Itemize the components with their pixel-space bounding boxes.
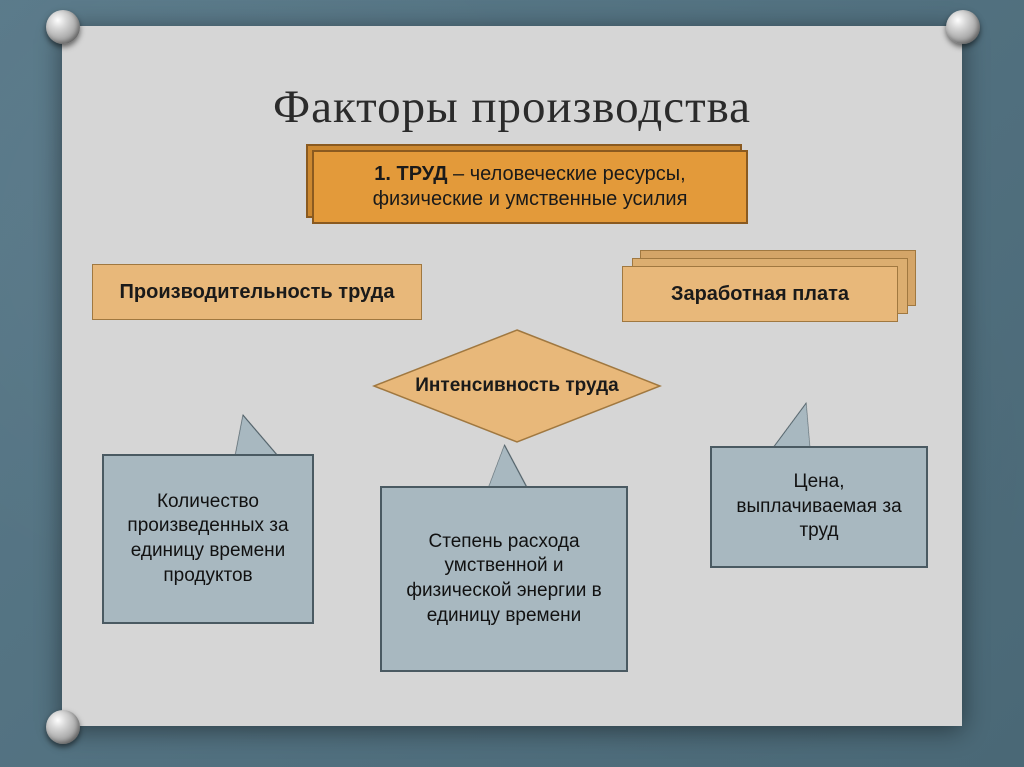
callout-degree-text: Степень расхода умственной и физической … — [396, 530, 612, 629]
callout-price: Цена, выплачиваемая за труд — [710, 446, 928, 568]
productivity-label: Производительность труда — [120, 281, 395, 304]
definition-term: 1. ТРУД — [374, 163, 447, 185]
callout-degree: Степень расхода умственной и физической … — [380, 486, 628, 672]
intensity-diamond: Интенсивность труда — [372, 328, 662, 444]
callout-tail-1 — [229, 416, 279, 458]
callout-quantity-text: Количество произведенных за единицу врем… — [118, 490, 298, 589]
slide-title: Факторы производства — [62, 80, 962, 134]
callout-tail-2 — [488, 446, 533, 490]
salary-box: Заработная плата — [622, 266, 898, 322]
callout-tail-3 — [772, 404, 818, 450]
slide-canvas: Факторы производства 1. ТРУД – человечес… — [62, 26, 962, 726]
pushpin-bottom-left — [46, 710, 80, 744]
pushpin-top-right — [946, 10, 980, 44]
callout-price-text: Цена, выплачиваемая за труд — [726, 470, 912, 544]
callout-quantity: Количество произведенных за единицу врем… — [102, 454, 314, 624]
pushpin-top-left — [46, 10, 80, 44]
definition-box: 1. ТРУД – человеческие ресурсы, физическ… — [312, 150, 748, 224]
productivity-box: Производительность труда — [92, 264, 422, 320]
intensity-label: Интенсивность труда — [372, 328, 662, 444]
salary-label: Заработная плата — [671, 283, 849, 306]
